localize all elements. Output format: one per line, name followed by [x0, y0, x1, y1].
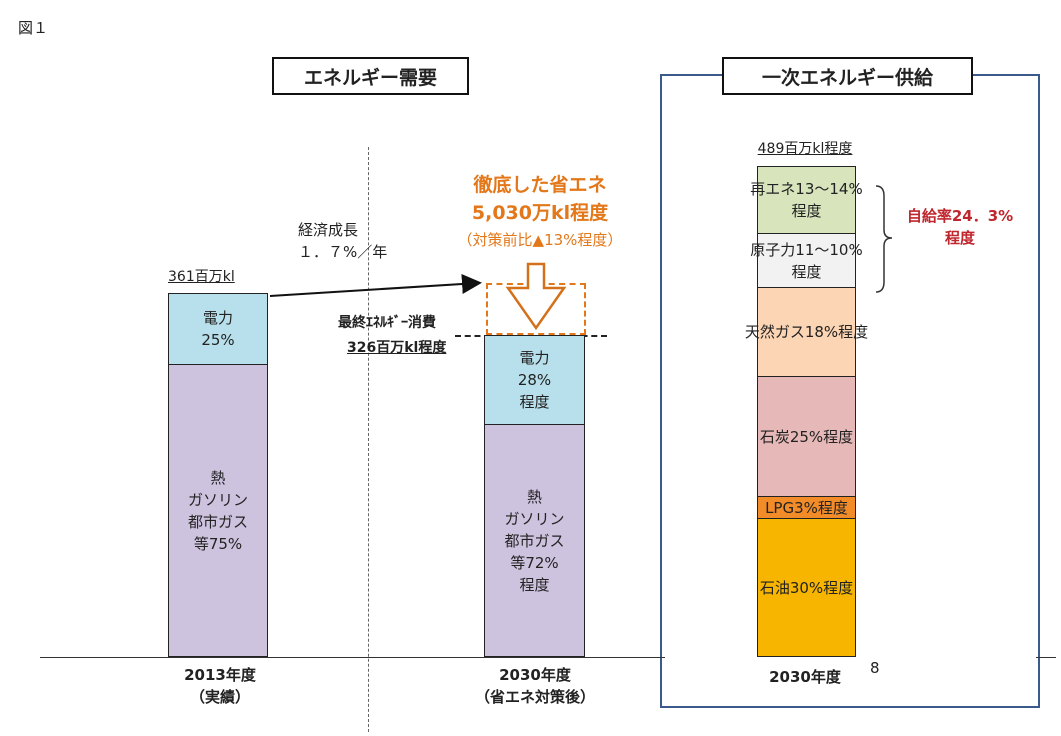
- supply-lpg: LPG3%程度: [757, 496, 856, 519]
- demand-title: エネルギー需要: [272, 57, 469, 95]
- supply-renewables: 再エネ13～14% 程度: [750, 166, 863, 234]
- bar-2030-heat: 熱 ガソリン 都市ガス 等72% 程度: [484, 424, 585, 657]
- savings-line1: 徹底した省エネ: [473, 173, 607, 196]
- baseline: [40, 657, 665, 658]
- bar-2013-electricity: 電力 25%: [168, 293, 268, 365]
- supply-total-label: 489百万kl程度: [757, 141, 853, 157]
- figure-label: 図１: [18, 19, 49, 37]
- supply-category: 2030年度: [769, 667, 841, 686]
- divider-line: [368, 147, 369, 732]
- bar-2013-heat: 熱 ガソリン 都市ガス 等75%: [168, 364, 268, 657]
- growth-arrow: [269, 274, 482, 297]
- bar-2030-total-label: 326百万kl程度: [347, 340, 447, 356]
- supply-oil: 石油30%程度: [757, 518, 856, 657]
- self-sufficiency-brace: [875, 185, 893, 293]
- bar-2013-category: 2013年度 （実績）: [184, 666, 256, 706]
- supply-nuclear: 原子力11～10% 程度: [750, 233, 863, 288]
- savings-line2: 5,030万kl程度: [471, 201, 609, 224]
- bar-2030-category: 2030年度 （省エネ対策後）: [474, 666, 595, 706]
- supply-natural-gas: 天然ガス18%程度: [745, 287, 868, 377]
- savings-down-arrow: [505, 262, 567, 331]
- supply-coal: 石炭25%程度: [757, 376, 856, 497]
- baseline-right: [1036, 657, 1056, 658]
- growth-label: 経済成長 １．７%／年: [298, 221, 388, 261]
- self-sufficiency-label: 自給率24．3% 程度: [906, 207, 1014, 247]
- page-number: 8: [870, 659, 880, 677]
- supply-title: 一次エネルギー供給: [722, 57, 973, 95]
- bar-2013-total-label: 361百万kl: [168, 269, 235, 285]
- final-consumption-label: 最終ｴﾈﾙｷﾞｰ消費: [338, 315, 436, 331]
- savings-line3: （対策前比▲13%程度）: [457, 230, 623, 249]
- bar-2030-electricity: 電力 28% 程度: [484, 335, 585, 425]
